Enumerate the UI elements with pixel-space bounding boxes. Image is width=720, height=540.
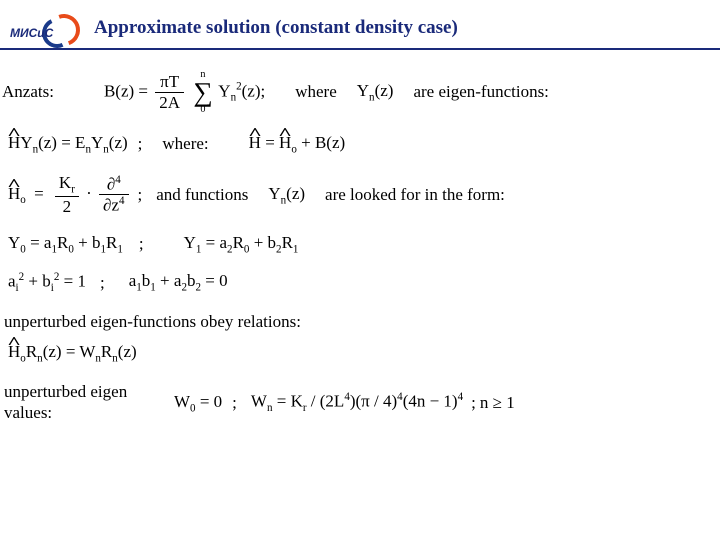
unperturbed-eq: HoRn(z) = WnRn(z) (8, 342, 137, 364)
wn: Wn = Kr / (2L4)(π / 4)4(4n − 1)4 (251, 391, 463, 414)
header: МИСиС Approximate solution (constant den… (0, 0, 720, 50)
ho-def: Ho = Kr2 · ∂4∂z4 (8, 173, 132, 216)
orth-cond: a1b1 + a2b2 = 0 (129, 271, 228, 293)
unperturbed-rel: unperturbed eigen-functions obey relatio… (4, 312, 301, 332)
eigen-text: are eigen-functions: (413, 82, 548, 102)
y0-form: Y0 = a1R0 + b1R1 (8, 233, 123, 255)
eigenvalues-label: unperturbed eigen values: (4, 382, 144, 423)
logo: МИСиС (10, 12, 80, 44)
w0: W0 = 0 (174, 392, 222, 414)
yn: Yn(z) (357, 81, 394, 103)
eq-bz: B(z) = πT2A n∑0 Yn2(z); (104, 70, 265, 115)
h-decomp: H = Ho + B(z) (249, 133, 345, 155)
logo-text: МИСиС (10, 26, 53, 40)
where-2: where: (162, 134, 208, 154)
anzats-label: Anzats: (2, 82, 54, 102)
content: Anzats: B(z) = πT2A n∑0 Yn2(z); where Yn… (0, 50, 720, 423)
slide-title: Approximate solution (constant density c… (94, 17, 458, 39)
and-fn: and functions (156, 185, 248, 205)
norm-cond: ai2 + bi2 = 1 (8, 271, 86, 294)
yn-2: Yn(z) (268, 184, 305, 206)
y1-form: Y1 = a2R0 + b2R1 (184, 233, 299, 255)
looked-text: are looked for in the form: (325, 185, 505, 205)
where-1: where (295, 82, 337, 102)
eigen-eq: HYn(z) = EnYn(z) (8, 133, 128, 155)
n-cond: n ≥ 1 (480, 393, 515, 413)
